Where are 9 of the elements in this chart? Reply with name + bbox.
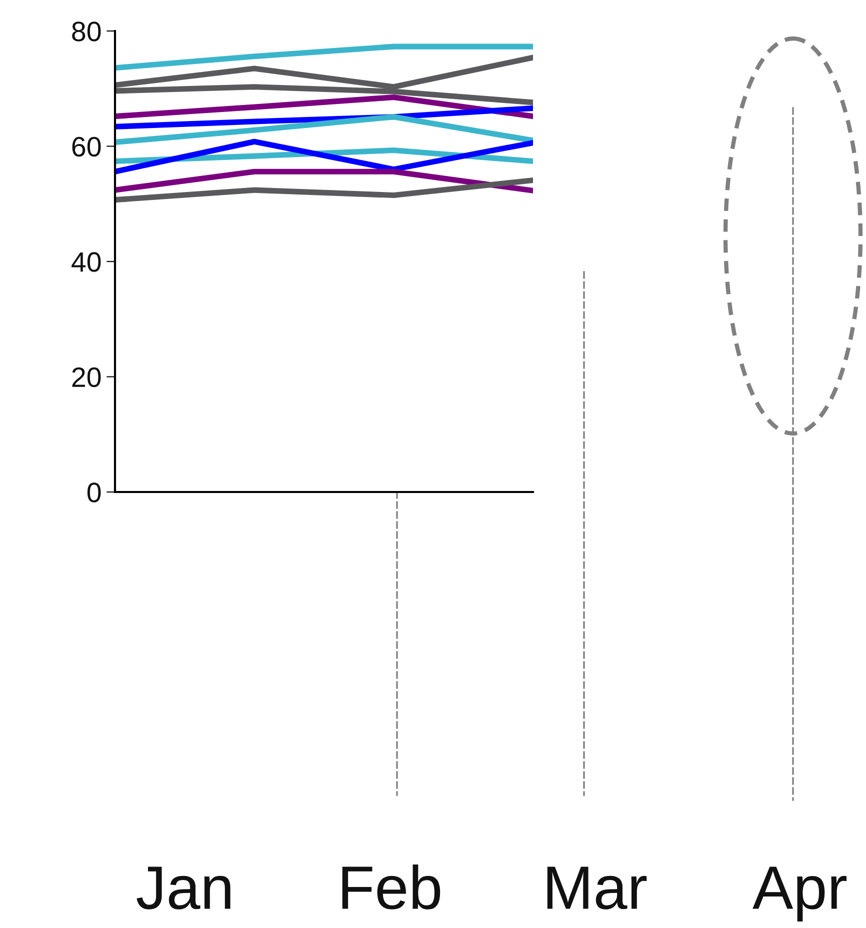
text: Jan [136,866,230,910]
y-tick-label: 0 [87,482,101,502]
y-tick-label: 20 [72,367,101,388]
text: Mar [547,866,647,910]
y-tick-label: 40 [72,252,101,272]
y-tick-label: 80 [72,22,101,42]
y-tick-label: 60 [72,136,101,157]
text: Apr [752,866,847,922]
text: Feb [342,864,440,910]
